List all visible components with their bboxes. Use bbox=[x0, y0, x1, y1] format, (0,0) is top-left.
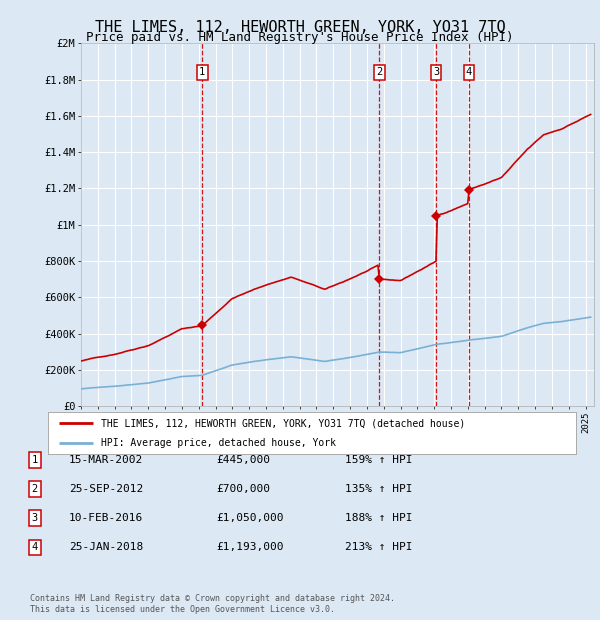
Text: 188% ↑ HPI: 188% ↑ HPI bbox=[345, 513, 413, 523]
Text: £1,193,000: £1,193,000 bbox=[216, 542, 284, 552]
Text: 4: 4 bbox=[32, 542, 38, 552]
Text: 25-JAN-2018: 25-JAN-2018 bbox=[69, 542, 143, 552]
Text: 3: 3 bbox=[32, 513, 38, 523]
Text: THE LIMES, 112, HEWORTH GREEN, YORK, YO31 7TQ: THE LIMES, 112, HEWORTH GREEN, YORK, YO3… bbox=[95, 20, 505, 35]
Text: £700,000: £700,000 bbox=[216, 484, 270, 494]
Text: 10-FEB-2016: 10-FEB-2016 bbox=[69, 513, 143, 523]
Text: 3: 3 bbox=[433, 68, 439, 78]
Text: 15-MAR-2002: 15-MAR-2002 bbox=[69, 455, 143, 465]
Text: 25-SEP-2012: 25-SEP-2012 bbox=[69, 484, 143, 494]
Text: 1: 1 bbox=[32, 455, 38, 465]
Text: 135% ↑ HPI: 135% ↑ HPI bbox=[345, 484, 413, 494]
Text: 4: 4 bbox=[466, 68, 472, 78]
Text: £1,050,000: £1,050,000 bbox=[216, 513, 284, 523]
Text: 159% ↑ HPI: 159% ↑ HPI bbox=[345, 455, 413, 465]
Text: Price paid vs. HM Land Registry's House Price Index (HPI): Price paid vs. HM Land Registry's House … bbox=[86, 31, 514, 44]
Text: 2: 2 bbox=[32, 484, 38, 494]
Text: £445,000: £445,000 bbox=[216, 455, 270, 465]
Text: THE LIMES, 112, HEWORTH GREEN, YORK, YO31 7TQ (detached house): THE LIMES, 112, HEWORTH GREEN, YORK, YO3… bbox=[101, 418, 465, 428]
Text: 1: 1 bbox=[199, 68, 205, 78]
Text: 2: 2 bbox=[376, 68, 382, 78]
Text: HPI: Average price, detached house, York: HPI: Average price, detached house, York bbox=[101, 438, 336, 448]
Text: 213% ↑ HPI: 213% ↑ HPI bbox=[345, 542, 413, 552]
Text: Contains HM Land Registry data © Crown copyright and database right 2024.
This d: Contains HM Land Registry data © Crown c… bbox=[30, 595, 395, 614]
